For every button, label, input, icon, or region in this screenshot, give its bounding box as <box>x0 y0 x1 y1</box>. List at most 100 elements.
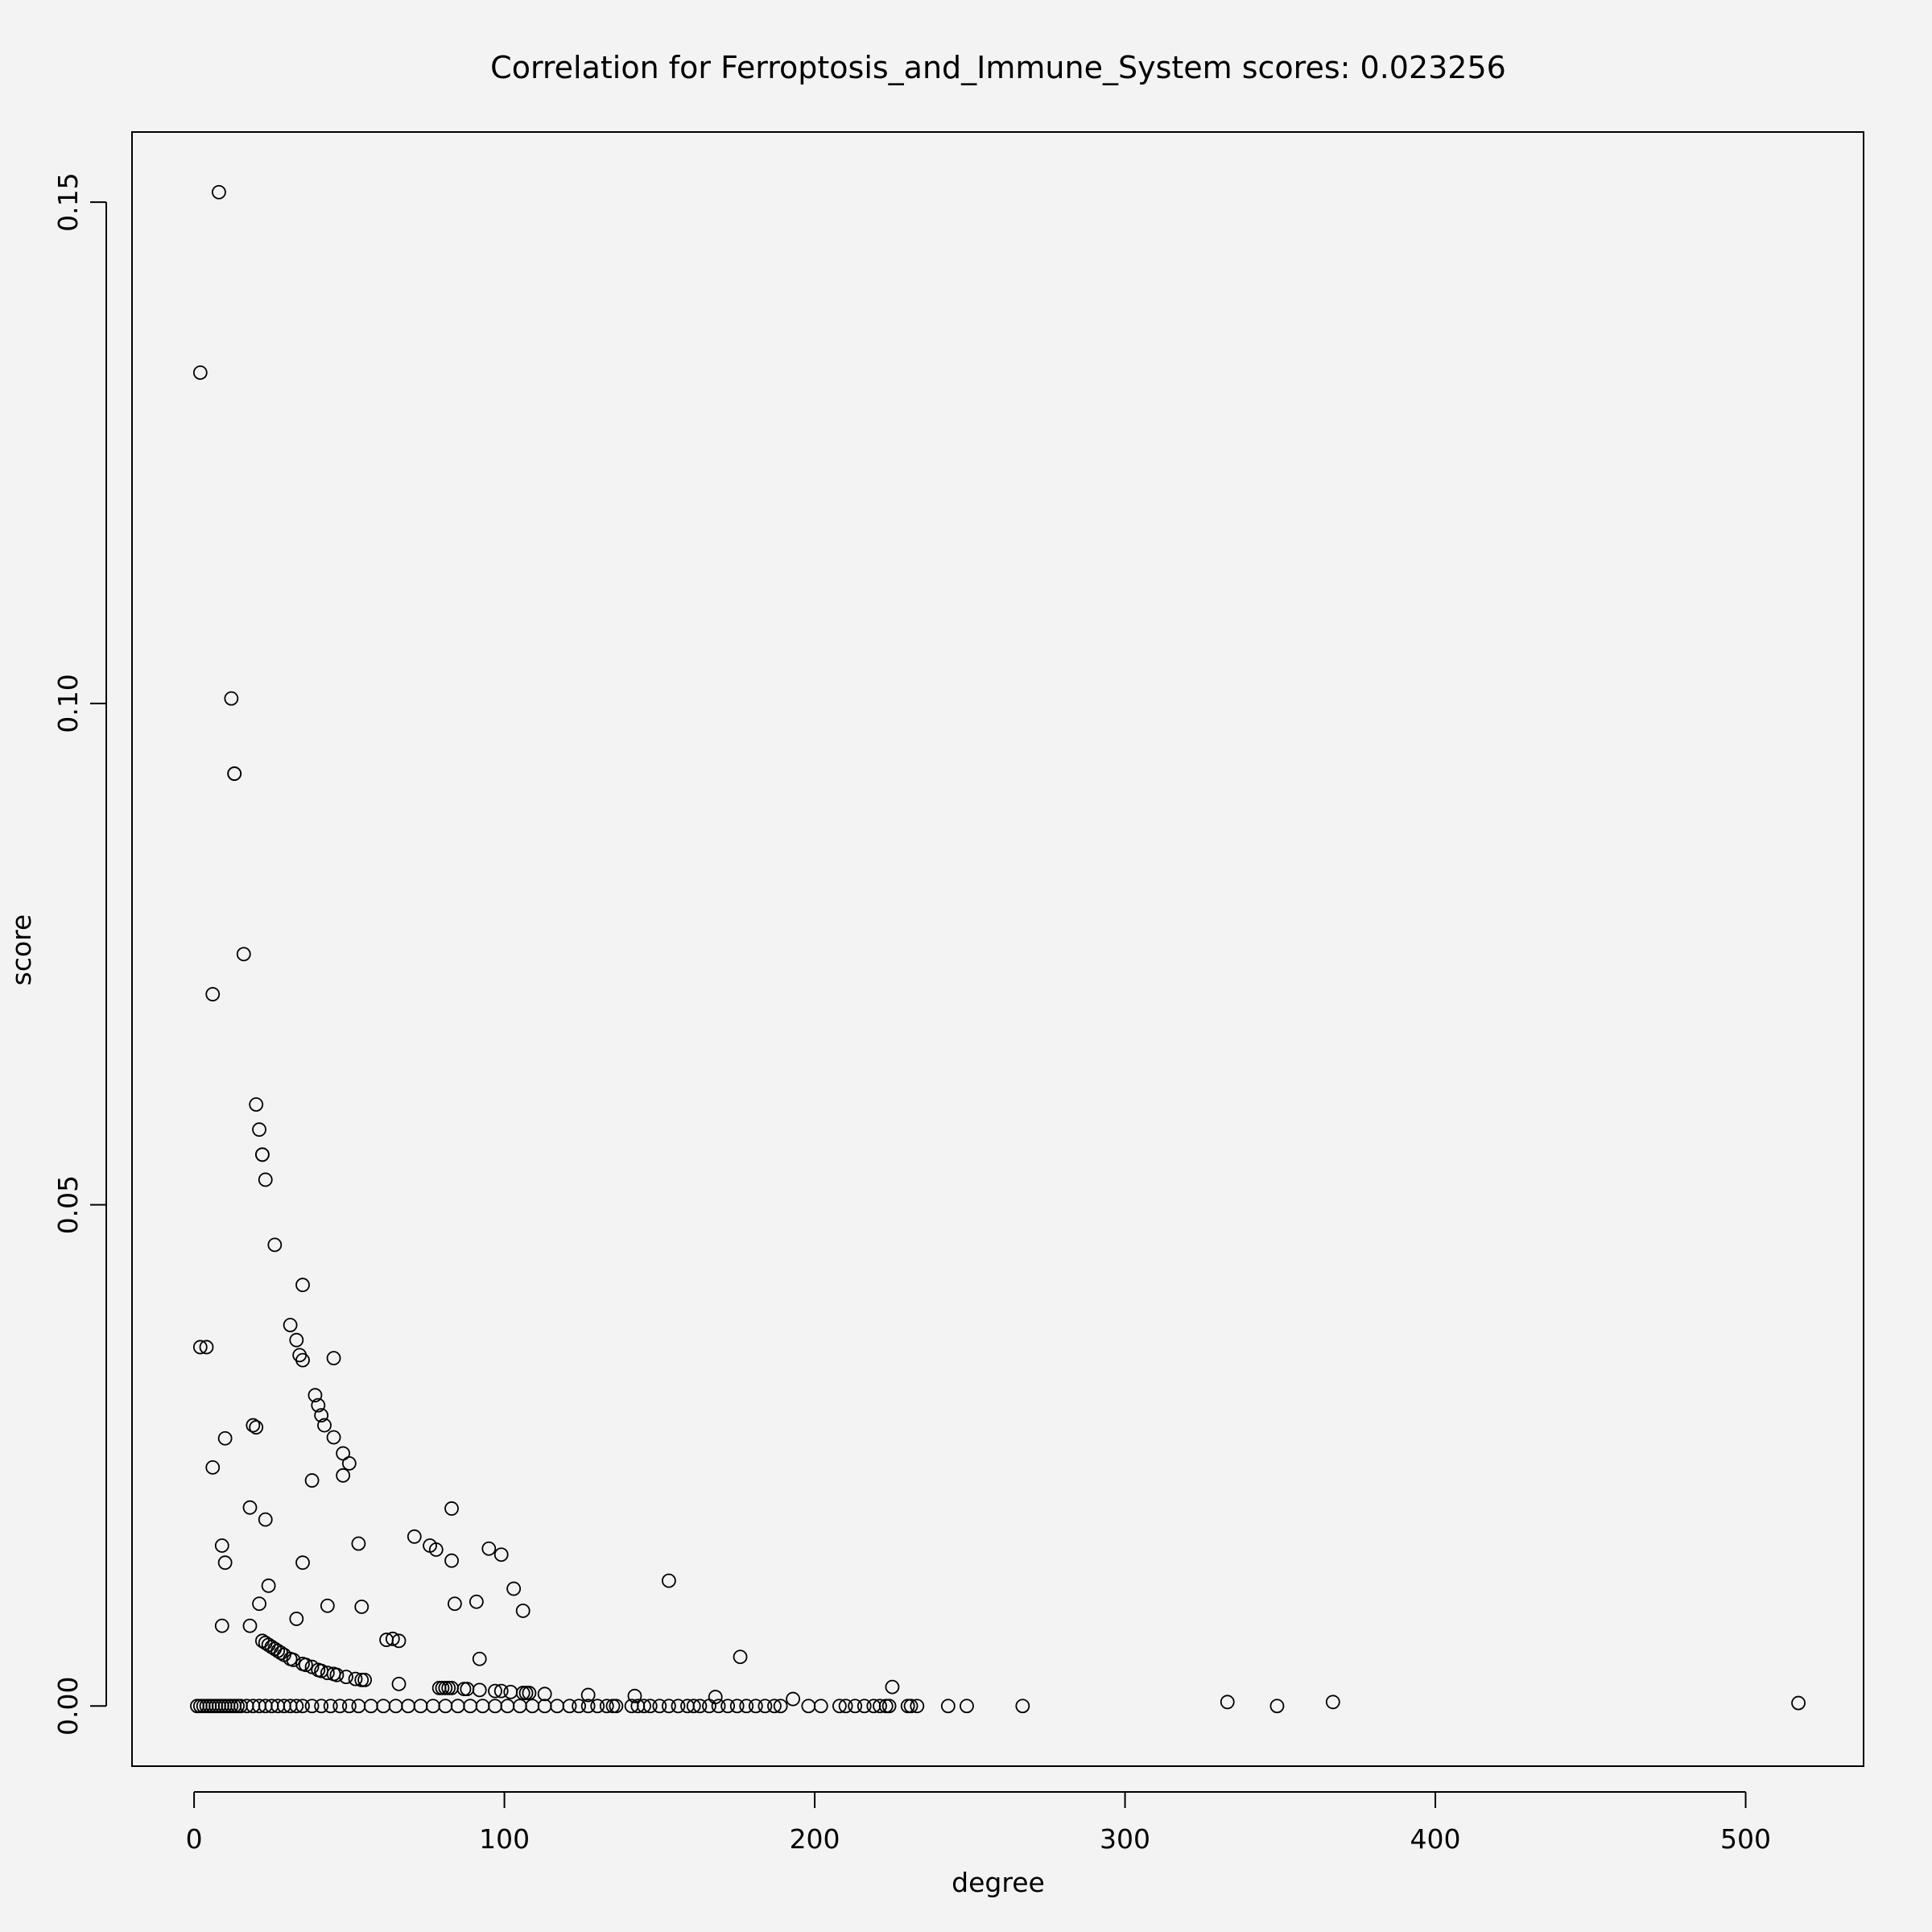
data-point <box>522 1686 537 1700</box>
data-point <box>940 1699 956 1714</box>
data-point <box>252 1596 266 1612</box>
data-point <box>252 1122 266 1137</box>
data-point <box>903 1699 919 1714</box>
data-point <box>609 1699 624 1714</box>
data-point <box>590 1699 605 1714</box>
data-point <box>1220 1695 1235 1710</box>
x-tick-label: 500 <box>1720 1823 1771 1855</box>
data-point <box>326 1430 341 1445</box>
data-point <box>444 1501 459 1516</box>
data-point <box>267 1237 283 1253</box>
data-point <box>308 1388 323 1403</box>
data-point <box>385 1631 400 1646</box>
data-point <box>580 1687 596 1703</box>
data-point <box>289 1699 304 1714</box>
data-point <box>472 1651 487 1666</box>
data-point <box>286 1653 301 1667</box>
data-point <box>472 1682 487 1698</box>
data-point <box>295 1352 310 1368</box>
x-axis: 0 100 200 300 400 500 <box>186 1791 1771 1855</box>
data-point <box>599 1699 614 1714</box>
data-point <box>758 1699 773 1714</box>
data-point <box>739 1699 754 1714</box>
data-point <box>224 691 239 706</box>
data-point <box>910 1699 925 1714</box>
data-point <box>357 1672 373 1687</box>
data-point <box>627 1688 642 1703</box>
data-point <box>637 1699 651 1714</box>
data-point <box>258 1172 273 1187</box>
data-point <box>242 1618 258 1633</box>
data-point <box>469 1594 484 1609</box>
data-point <box>199 1340 214 1355</box>
y-axis: 0.00 0.05 0.10 0.15 <box>52 172 107 1736</box>
data-point <box>205 1459 221 1475</box>
data-point <box>289 1332 304 1348</box>
data-point <box>295 1278 310 1293</box>
data-point <box>348 1671 363 1686</box>
x-tick-label: 200 <box>790 1823 840 1855</box>
data-point <box>562 1699 577 1714</box>
data-point <box>1791 1695 1806 1711</box>
x-tick-label: 400 <box>1410 1823 1461 1855</box>
data-point <box>354 1600 369 1614</box>
x-tick-label: 300 <box>1100 1823 1150 1855</box>
data-point <box>407 1529 422 1544</box>
data-point <box>192 365 208 380</box>
data-point <box>448 1596 462 1612</box>
data-point <box>289 1612 304 1626</box>
y-tick-label: 0.15 <box>52 172 84 231</box>
data-point <box>236 947 251 962</box>
data-point <box>341 1699 357 1714</box>
data-point <box>326 1351 341 1366</box>
data-point <box>848 1699 863 1714</box>
data-point <box>773 1699 788 1714</box>
data-point <box>391 1633 407 1649</box>
data-point <box>304 1473 320 1488</box>
data-point <box>217 1555 233 1571</box>
data-point <box>217 1430 233 1446</box>
data-point <box>661 1573 676 1588</box>
data-point <box>314 1408 329 1423</box>
data-point <box>493 1683 509 1699</box>
data-point <box>212 184 226 200</box>
data-point <box>1269 1699 1285 1714</box>
data-point <box>320 1666 335 1681</box>
data-point <box>838 1699 853 1714</box>
data-point <box>720 1699 736 1714</box>
data-point <box>311 1397 326 1413</box>
data-point <box>391 1676 407 1691</box>
data-point <box>242 1500 258 1515</box>
data-point <box>444 1553 459 1568</box>
data-point <box>711 1699 726 1714</box>
data-point <box>692 1699 708 1714</box>
x-tick-label: 100 <box>479 1823 530 1855</box>
data-point <box>332 1699 348 1714</box>
data-point <box>661 1699 676 1714</box>
data-point <box>1325 1695 1340 1710</box>
data-points <box>190 184 1806 1714</box>
data-point <box>580 1699 596 1714</box>
data-point <box>767 1699 782 1714</box>
data-point <box>249 1420 264 1435</box>
data-point <box>249 1097 264 1112</box>
data-point <box>214 1538 229 1553</box>
data-point <box>1015 1699 1030 1714</box>
data-point <box>702 1699 716 1714</box>
data-point <box>320 1598 335 1613</box>
data-point <box>192 1340 208 1355</box>
data-point <box>341 1455 357 1471</box>
data-point <box>881 1699 897 1714</box>
data-point <box>304 1699 320 1714</box>
data-point <box>295 1699 310 1714</box>
data-point <box>537 1686 552 1702</box>
chart-title: Correlation for Ferroptosis_and_Immune_S… <box>490 50 1506 85</box>
y-tick-label: 0.05 <box>52 1175 84 1234</box>
data-point <box>652 1699 667 1714</box>
data-point <box>813 1699 828 1714</box>
data-point <box>832 1699 847 1714</box>
data-point <box>960 1699 974 1714</box>
